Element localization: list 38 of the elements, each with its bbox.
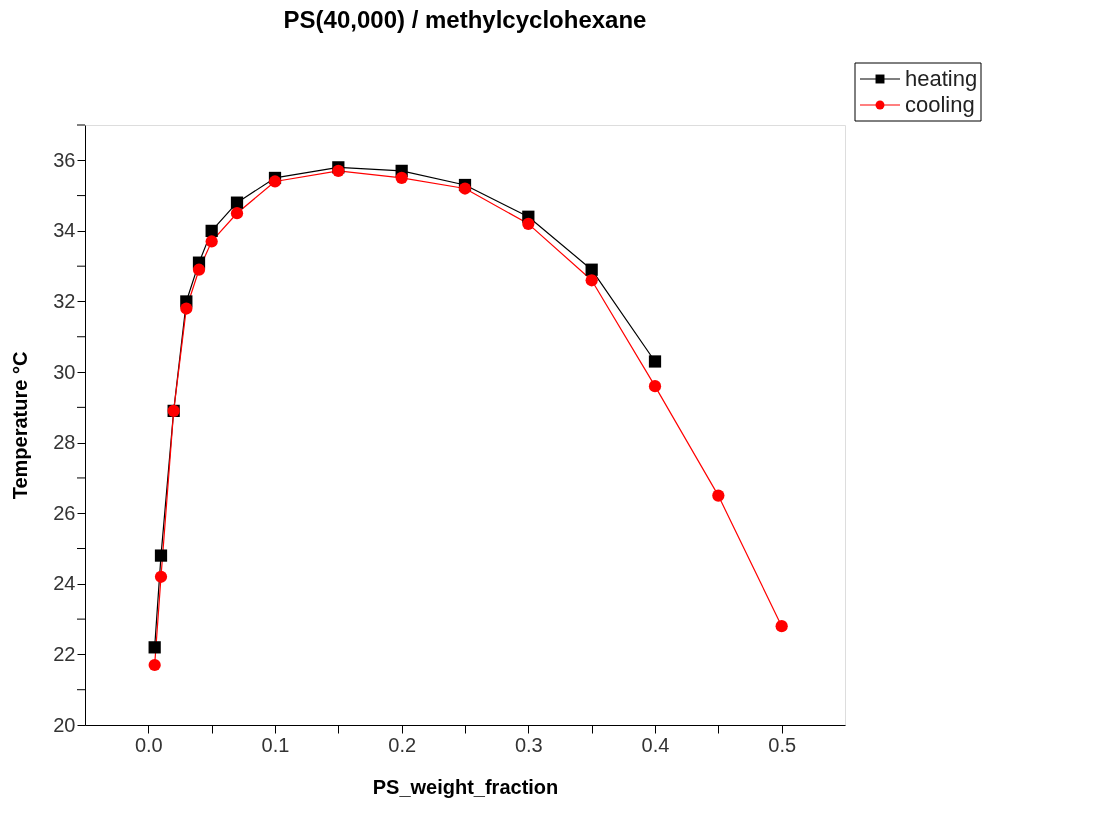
x-tick-label: 0.3: [514, 733, 543, 756]
y-tick-label: 26: [53, 501, 76, 524]
point: [180, 302, 193, 315]
y-tick-label: 34: [53, 219, 76, 242]
x-tick-label: 0.5: [768, 733, 797, 756]
x-tick-label: 0.0: [134, 733, 163, 756]
point: [205, 235, 218, 248]
legend-label: cooling: [905, 92, 975, 117]
chart-title: PS(40,000) / methylcyclohexane: [283, 5, 647, 33]
y-tick-label: 20: [53, 713, 76, 736]
point: [395, 171, 408, 185]
point: [268, 175, 282, 188]
point: [230, 207, 244, 220]
point: [205, 224, 218, 238]
point: [522, 217, 535, 230]
y-axis-title: Temperature °C: [9, 351, 32, 500]
x-tick-label: 0.4: [641, 733, 670, 756]
y-tick-label: 30: [53, 360, 76, 383]
point: [458, 182, 472, 195]
point: [192, 263, 206, 276]
y-tick-label: 22: [53, 642, 76, 665]
legend-label: heating: [905, 66, 978, 91]
point: [585, 274, 598, 287]
x-axis-title: PS_weight_fraction: [372, 775, 559, 798]
point: [648, 380, 662, 393]
x-tick-label: 0.2: [388, 733, 417, 756]
x-tick-label: 0.1: [261, 733, 290, 756]
point: [648, 355, 662, 368]
y-tick-label: 28: [53, 431, 76, 454]
y-tick-label: 36: [53, 148, 76, 171]
point: [154, 549, 168, 562]
point: [775, 620, 788, 633]
point: [154, 570, 168, 583]
point: [712, 489, 725, 502]
point: [148, 641, 161, 654]
point: [148, 658, 161, 672]
y-tick-label: 24: [53, 572, 76, 595]
y-tick-label: 32: [53, 289, 76, 312]
